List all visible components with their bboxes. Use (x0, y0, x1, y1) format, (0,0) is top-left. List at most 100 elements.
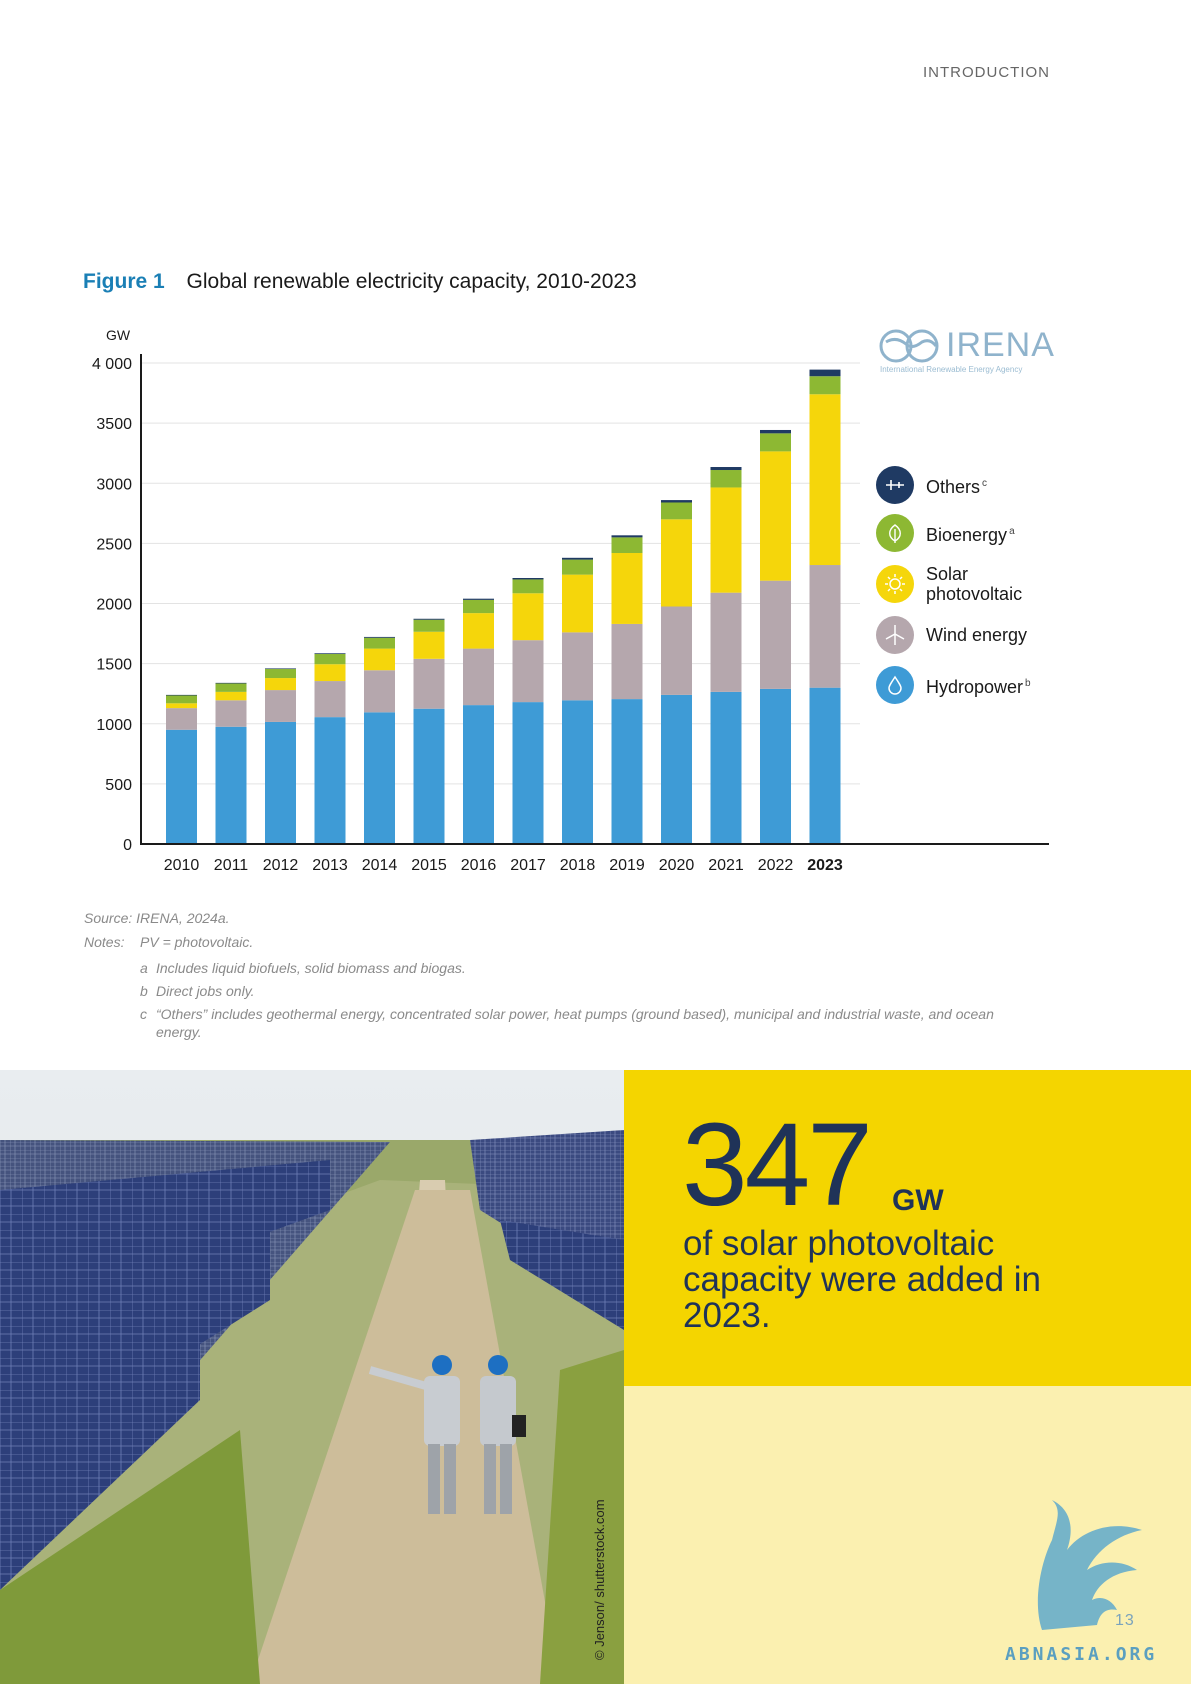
bar-segment (809, 376, 841, 395)
notes-label: Notes: (84, 934, 125, 950)
bar-segment (661, 500, 692, 503)
bar-segment (611, 552, 643, 624)
bar-segment (314, 654, 346, 665)
bar-segment (364, 670, 395, 713)
figure-title: Figure 1 Global renewable electricity ca… (83, 270, 637, 294)
bar-segment (215, 683, 247, 692)
bar-segment (562, 557, 593, 560)
bar-segment (166, 694, 197, 696)
legend-label-solar: Solar photovoltaic (926, 564, 1023, 604)
bar-segment (314, 681, 346, 718)
bar-segment (809, 369, 841, 377)
x-tick-label: 2014 (362, 857, 398, 874)
bar-segment (512, 579, 544, 594)
y-axis-label: GW (106, 327, 131, 343)
sun-icon (876, 565, 914, 603)
legend-item-solar: Solar photovoltaic (876, 564, 1046, 604)
legend-label-others: Others c (926, 476, 988, 497)
y-tick-label: 3000 (96, 476, 132, 493)
bar-segment (413, 631, 445, 659)
x-tick-label: 2022 (758, 857, 794, 874)
bar-segment (265, 669, 296, 679)
y-tick-label: 2500 (96, 536, 132, 553)
photo-credit: © Jenson/ shutterstock.com (592, 1499, 607, 1660)
wind-turbine-icon (876, 616, 914, 654)
note-c: c “Others” includes geothermal energy, co… (140, 1006, 994, 1040)
bar-segment (661, 694, 692, 844)
solar-farm-photo (0, 1070, 624, 1684)
y-tick-label: 1000 (96, 717, 132, 734)
bar-segment (760, 433, 791, 452)
stat-highlight-box (624, 1070, 1191, 1386)
bar-segment (611, 535, 643, 538)
plus-minus-icon (876, 466, 914, 504)
capacity-chart: 0 500 1000 1500 2000 2500 3000 3500 4 000 GW 2010 2… (92, 327, 1049, 874)
bar-segment (512, 702, 544, 844)
x-tick-label: 2017 (510, 857, 546, 874)
irena-wordmark: IRENA (946, 326, 1055, 364)
note-pv: PV = photovoltaic. (140, 934, 254, 950)
bar-segment (413, 658, 445, 709)
bar-segment (710, 467, 742, 471)
legend-label-wind: Wind energy (926, 625, 1028, 645)
bar-segment (512, 578, 544, 580)
y-tick-label: 4 000 (92, 356, 132, 373)
bar-segment (463, 613, 494, 649)
source-note: Source: IRENA, 2024a. (84, 910, 230, 926)
bar-segment (512, 640, 544, 703)
legend-label-bioenergy: Bioenergy a (926, 524, 1015, 545)
legend-item-others: Others c (876, 466, 987, 504)
y-tick-label: 500 (105, 777, 132, 794)
bar-segment (463, 705, 494, 844)
notes-row: Notes: PV = photovoltaic. (84, 930, 1016, 954)
bar-segment (166, 708, 197, 730)
x-tick-label: 2018 (560, 857, 596, 874)
x-tick-label: 2020 (659, 857, 695, 874)
bar-segment (562, 632, 593, 701)
bar-segment (364, 648, 395, 671)
x-tick-label: 2021 (708, 857, 744, 874)
x-tick-label: 2023 (807, 857, 843, 874)
bar-segment (265, 668, 296, 670)
water-drop-icon (876, 666, 914, 704)
bar-segment (413, 618, 445, 620)
y-tick-label: 0 (123, 837, 132, 854)
globe-logo-icon (879, 329, 939, 363)
irena-logo: IRENA International Renewable Energy Age… (878, 326, 1054, 374)
x-tick-label: 2013 (312, 857, 348, 874)
y-tick-label: 1500 (96, 657, 132, 674)
bar-segment (265, 678, 296, 691)
bar-segment (809, 687, 841, 844)
bar-segment (166, 695, 197, 704)
stat-text: of solar photovoltaic capacity were adde… (683, 1224, 1041, 1335)
bar-segment (364, 637, 395, 649)
legend-item-wind: Wind energy (876, 616, 1027, 654)
bar-segment (314, 664, 346, 682)
bar-segment (710, 592, 742, 692)
bar-segment (314, 717, 346, 844)
note-b: b Direct jobs only. (140, 983, 255, 999)
bar-segment (562, 574, 593, 633)
stat-number: 347 (682, 1099, 873, 1231)
bar-segment (611, 699, 643, 844)
bar-segment (760, 451, 791, 581)
bar-segment (760, 688, 791, 844)
legend-item-hydro: Hydropower b (876, 666, 1031, 704)
bar-segment (809, 394, 841, 566)
x-tick-label: 2010 (164, 857, 200, 874)
x-tick-label: 2015 (411, 857, 447, 874)
bar-segment (710, 487, 742, 593)
x-tick-label: 2016 (461, 857, 497, 874)
legend-label-hydro: Hydropower b (926, 676, 1031, 697)
section-label: INTRODUCTION (923, 64, 1050, 81)
bar-segment (215, 682, 247, 684)
watermark-text: ABNASIA.ORG (1005, 1644, 1158, 1665)
bar-segment (413, 619, 445, 632)
bar-segment (215, 726, 247, 844)
x-tick-label: 2019 (609, 857, 645, 874)
bar-segment (611, 623, 643, 700)
x-tick-label: 2011 (214, 857, 249, 874)
bar-segment (166, 729, 197, 844)
bar-segment (710, 691, 742, 844)
bar-segment (611, 537, 643, 553)
